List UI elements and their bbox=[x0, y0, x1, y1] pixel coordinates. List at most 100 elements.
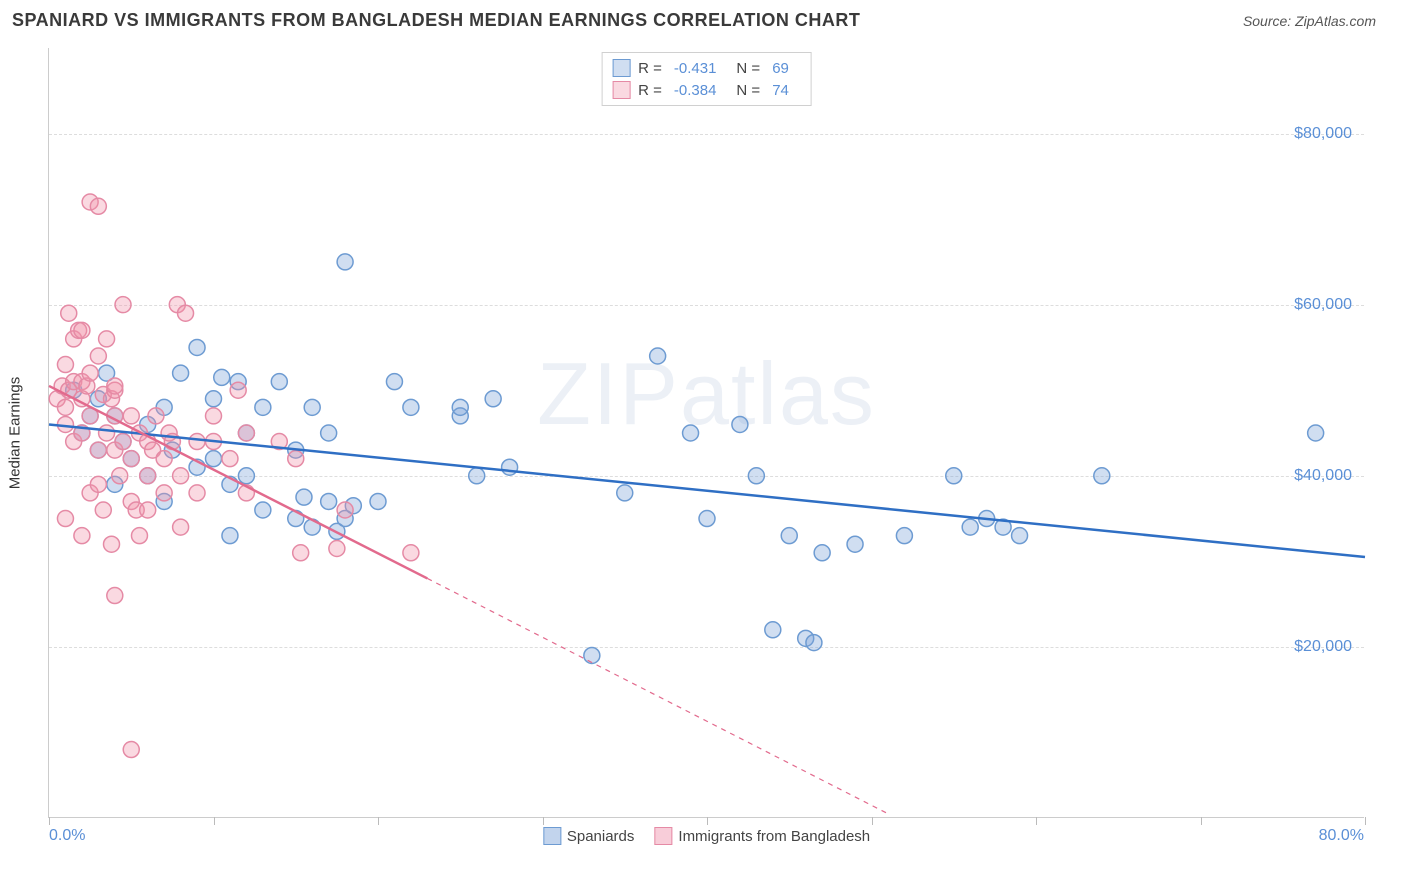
data-point bbox=[452, 399, 468, 415]
data-point bbox=[337, 502, 353, 518]
r-value-1: -0.384 bbox=[674, 82, 717, 99]
data-point bbox=[206, 391, 222, 407]
data-point bbox=[222, 451, 238, 467]
data-point bbox=[222, 528, 238, 544]
data-point bbox=[178, 305, 194, 321]
data-point bbox=[74, 322, 90, 338]
data-point bbox=[140, 468, 156, 484]
data-point bbox=[321, 493, 337, 509]
data-point bbox=[765, 622, 781, 638]
data-point bbox=[962, 519, 978, 535]
r-label: R = bbox=[638, 82, 662, 99]
data-point bbox=[748, 468, 764, 484]
r-label: R = bbox=[638, 60, 662, 77]
data-point bbox=[57, 511, 73, 527]
data-point bbox=[99, 425, 115, 441]
data-point bbox=[173, 365, 189, 381]
data-point bbox=[99, 331, 115, 347]
data-point bbox=[946, 468, 962, 484]
source-label: Source: ZipAtlas.com bbox=[1243, 13, 1376, 29]
data-point bbox=[104, 536, 120, 552]
data-point bbox=[131, 528, 147, 544]
data-point bbox=[403, 545, 419, 561]
xtick bbox=[214, 817, 215, 825]
xtick bbox=[49, 817, 50, 825]
data-point bbox=[173, 468, 189, 484]
xtick bbox=[378, 817, 379, 825]
data-point bbox=[403, 399, 419, 415]
scatter-plot bbox=[49, 48, 1364, 817]
y-axis-title: Median Earnings bbox=[7, 376, 24, 489]
n-label: N = bbox=[736, 82, 760, 99]
data-point bbox=[82, 365, 98, 381]
data-point bbox=[61, 305, 77, 321]
regression-line-extrapolated bbox=[427, 578, 888, 813]
data-point bbox=[1308, 425, 1324, 441]
n-value-0: 69 bbox=[772, 60, 789, 77]
data-point bbox=[255, 502, 271, 518]
data-point bbox=[370, 493, 386, 509]
data-point bbox=[806, 635, 822, 651]
data-point bbox=[95, 502, 111, 518]
data-point bbox=[255, 399, 271, 415]
data-point bbox=[1012, 528, 1028, 544]
data-point bbox=[148, 408, 164, 424]
data-point bbox=[288, 451, 304, 467]
data-point bbox=[847, 536, 863, 552]
data-point bbox=[107, 588, 123, 604]
legend-label-1: Immigrants from Bangladesh bbox=[678, 828, 870, 845]
data-point bbox=[140, 502, 156, 518]
xtick bbox=[1036, 817, 1037, 825]
data-point bbox=[321, 425, 337, 441]
data-point bbox=[337, 254, 353, 270]
data-point bbox=[238, 468, 254, 484]
data-point bbox=[115, 297, 131, 313]
data-point bbox=[502, 459, 518, 475]
data-point bbox=[617, 485, 633, 501]
data-point bbox=[156, 451, 172, 467]
data-point bbox=[189, 485, 205, 501]
legend-item-0: Spaniards bbox=[543, 827, 635, 845]
n-value-1: 74 bbox=[772, 82, 789, 99]
data-point bbox=[90, 442, 106, 458]
data-point bbox=[469, 468, 485, 484]
data-point bbox=[173, 519, 189, 535]
data-point bbox=[650, 348, 666, 364]
data-point bbox=[123, 451, 139, 467]
chart-area: Median Earnings ZIPatlas $20,000$40,000$… bbox=[48, 48, 1364, 818]
data-point bbox=[732, 416, 748, 432]
data-point bbox=[296, 489, 312, 505]
data-point bbox=[90, 198, 106, 214]
data-point bbox=[74, 528, 90, 544]
data-point bbox=[112, 468, 128, 484]
data-point bbox=[90, 348, 106, 364]
data-point bbox=[57, 399, 73, 415]
legend-swatch-1 bbox=[612, 81, 630, 99]
chart-title: SPANIARD VS IMMIGRANTS FROM BANGLADESH M… bbox=[12, 10, 860, 31]
x-axis-max-label: 80.0% bbox=[1319, 827, 1364, 845]
r-value-0: -0.431 bbox=[674, 60, 717, 77]
legend-label-0: Spaniards bbox=[567, 828, 635, 845]
data-point bbox=[485, 391, 501, 407]
xtick bbox=[707, 817, 708, 825]
xtick bbox=[543, 817, 544, 825]
data-point bbox=[123, 742, 139, 758]
data-point bbox=[189, 339, 205, 355]
header: SPANIARD VS IMMIGRANTS FROM BANGLADESH M… bbox=[0, 0, 1406, 41]
n-label: N = bbox=[736, 60, 760, 77]
data-point bbox=[896, 528, 912, 544]
xtick bbox=[1365, 817, 1366, 825]
data-point bbox=[814, 545, 830, 561]
data-point bbox=[115, 434, 131, 450]
data-point bbox=[781, 528, 797, 544]
data-point bbox=[271, 374, 287, 390]
xtick bbox=[872, 817, 873, 825]
xtick bbox=[1201, 817, 1202, 825]
data-point bbox=[699, 511, 715, 527]
data-point bbox=[238, 425, 254, 441]
data-point bbox=[107, 378, 123, 394]
data-point bbox=[214, 369, 230, 385]
data-point bbox=[304, 399, 320, 415]
data-point bbox=[156, 485, 172, 501]
legend-swatch-icon bbox=[543, 827, 561, 845]
